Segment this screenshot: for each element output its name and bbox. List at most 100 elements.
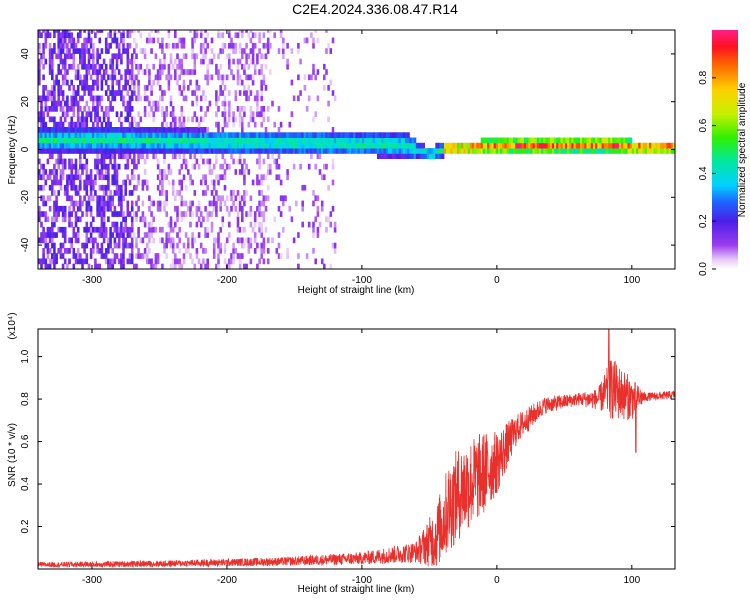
heat-cell <box>275 132 279 138</box>
heat-cell <box>87 195 91 202</box>
heat-cell <box>225 163 229 170</box>
heat-cell <box>262 258 266 265</box>
heat-cell <box>204 48 207 54</box>
heat-cell <box>601 148 605 154</box>
heat-cell <box>301 142 304 149</box>
heat-cell <box>137 63 140 70</box>
heat-cell <box>74 158 78 165</box>
heat-cell <box>195 95 199 102</box>
heat-cell <box>46 111 50 117</box>
heat-cell <box>85 148 89 154</box>
heat-cell <box>400 153 404 159</box>
heat-cell <box>292 132 296 138</box>
heat-cell <box>310 148 313 154</box>
heat-cell <box>310 74 313 81</box>
y-tick-label: 0.8 <box>20 392 31 406</box>
heat-cell <box>107 137 110 144</box>
heat-cell <box>70 184 73 191</box>
heat-cell <box>526 142 529 149</box>
heat-cell <box>195 100 199 107</box>
heat-cell <box>210 37 214 44</box>
heat-cell <box>402 153 406 159</box>
heat-cell <box>124 163 127 170</box>
heat-cell <box>51 153 54 159</box>
heat-cell <box>137 95 140 102</box>
heat-cell <box>133 148 136 154</box>
heat-cell <box>279 195 283 202</box>
heat-cell <box>94 179 97 186</box>
heat-cell <box>476 148 479 154</box>
heat-cell <box>154 226 158 233</box>
heat-cell <box>85 116 89 123</box>
heat-cell <box>202 42 205 49</box>
heat-cell <box>42 142 45 149</box>
heat-cell <box>68 63 71 70</box>
heat-cell <box>191 200 194 207</box>
heat-cell <box>98 148 102 154</box>
heat-cell <box>40 121 43 128</box>
heat-cell <box>107 205 110 212</box>
heat-cell <box>53 106 56 112</box>
heat-cell <box>63 184 67 191</box>
heat-cell <box>383 137 387 144</box>
heat-cell <box>63 226 67 233</box>
heat-cell <box>156 200 160 207</box>
heat-cell <box>243 200 246 207</box>
heat-cell <box>63 74 67 81</box>
heat-cell <box>191 90 194 96</box>
heat-cell <box>320 258 324 265</box>
heat-cell <box>178 63 181 70</box>
heat-cell <box>327 116 330 123</box>
heat-cell <box>70 237 73 244</box>
heat-cell <box>79 253 82 259</box>
heat-cell <box>497 137 501 144</box>
heat-cell <box>182 69 186 75</box>
heat-cell <box>156 174 160 181</box>
heat-cell <box>459 142 462 149</box>
heat-cell <box>174 205 177 212</box>
heat-cell <box>128 179 132 186</box>
heat-cell <box>51 63 54 70</box>
heat-cell <box>74 42 78 49</box>
heat-cell <box>601 137 605 144</box>
heat-cell <box>230 69 233 75</box>
heat-cell <box>228 32 231 39</box>
y-tick-label: 0.6 <box>20 434 31 448</box>
heat-cell <box>258 48 261 54</box>
heat-cell <box>225 53 229 60</box>
heat-cell <box>133 153 136 159</box>
heat-cell <box>48 106 52 112</box>
heat-cell <box>87 174 91 181</box>
heat-cell <box>262 237 266 244</box>
heat-cell <box>150 90 153 96</box>
heat-cell <box>92 137 95 144</box>
heat-cell <box>174 42 177 49</box>
heat-cell <box>122 253 125 259</box>
heat-cell <box>506 148 510 154</box>
heat-cell <box>189 153 192 159</box>
heat-cell <box>137 137 140 144</box>
heat-cell <box>89 253 93 259</box>
heat-cell <box>262 106 266 112</box>
heat-cell <box>249 148 253 154</box>
heat-cell <box>243 195 246 202</box>
heat-cell <box>76 226 80 233</box>
heat-cell <box>236 226 240 233</box>
heat-cell <box>57 190 60 196</box>
heat-cell <box>135 53 138 60</box>
heat-cell <box>139 63 143 70</box>
heat-cell <box>189 69 192 75</box>
heat-cell <box>223 137 227 144</box>
heat-cell <box>163 53 166 60</box>
heat-cell <box>215 137 218 144</box>
heat-cell <box>57 163 60 170</box>
heat-cell <box>135 184 138 191</box>
heat-cell <box>426 148 430 154</box>
heat-cell <box>547 148 551 154</box>
heat-cell <box>135 42 138 49</box>
heat-cell <box>236 137 240 144</box>
heat-cell <box>182 211 186 217</box>
heat-cell <box>126 32 130 39</box>
heat-cell <box>102 195 106 202</box>
heat-cell <box>83 226 86 233</box>
